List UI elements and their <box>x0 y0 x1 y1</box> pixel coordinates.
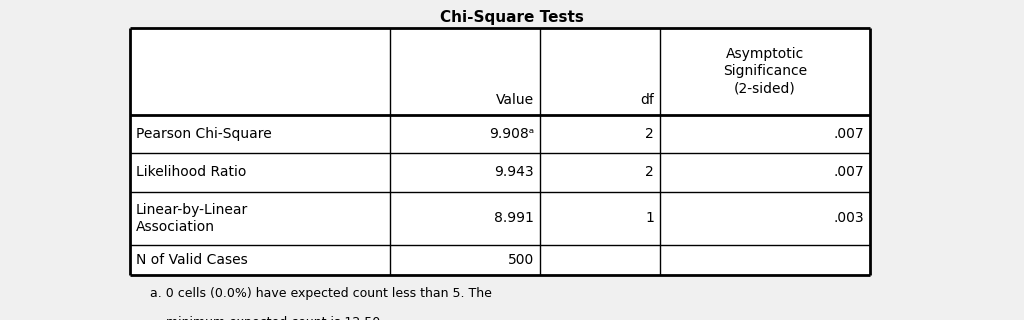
Text: df: df <box>640 93 654 107</box>
Text: 1: 1 <box>645 212 654 226</box>
Text: .007: .007 <box>834 165 864 180</box>
Text: Likelihood Ratio: Likelihood Ratio <box>136 165 247 180</box>
Text: Value: Value <box>496 93 534 107</box>
Text: 9.908ᵃ: 9.908ᵃ <box>488 127 534 141</box>
Text: N of Valid Cases: N of Valid Cases <box>136 253 248 267</box>
Text: minimum expected count is 12.50.: minimum expected count is 12.50. <box>150 316 384 320</box>
Text: 8.991: 8.991 <box>495 212 534 226</box>
Text: .007: .007 <box>834 127 864 141</box>
Text: Chi-Square Tests: Chi-Square Tests <box>440 10 584 25</box>
Bar <box>130 28 870 275</box>
Text: a. 0 cells (0.0%) have expected count less than 5. The: a. 0 cells (0.0%) have expected count le… <box>150 287 492 300</box>
Text: 2: 2 <box>645 127 654 141</box>
Text: 9.943: 9.943 <box>495 165 534 180</box>
Text: Asymptotic
Significance
(2-sided): Asymptotic Significance (2-sided) <box>723 47 807 96</box>
Text: Pearson Chi-Square: Pearson Chi-Square <box>136 127 271 141</box>
Text: .003: .003 <box>834 212 864 226</box>
Text: 500: 500 <box>508 253 534 267</box>
Text: 2: 2 <box>645 165 654 180</box>
Text: Linear-by-Linear
Association: Linear-by-Linear Association <box>136 203 248 234</box>
